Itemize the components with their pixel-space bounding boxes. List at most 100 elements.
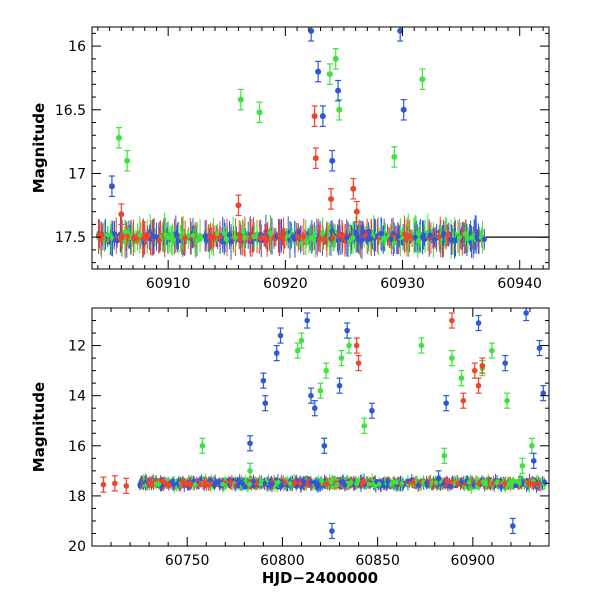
top-cluster-point [359,237,365,243]
bottom-cluster-point [334,482,340,487]
bottom-cluster-point [292,480,298,486]
bottom-cluster-point [525,481,531,487]
top-cluster-point [228,239,234,245]
top-cluster-point [322,236,328,243]
top-x-tick-label: 60910 [146,276,191,292]
top-cluster-point [232,234,238,241]
top-cluster-point [456,234,463,241]
bottom-point [329,528,335,534]
bottom-cluster-point [385,479,391,484]
top-cluster-point [464,235,471,242]
top-point [315,68,322,75]
bottom-point [449,355,455,361]
top-cluster-point [290,234,296,240]
top-x-tick-label: 60920 [263,276,308,292]
bottom-point [298,337,305,344]
bottom-cluster-point [301,478,307,484]
top-cluster-point [366,228,372,234]
top-cluster-point [388,236,394,242]
top-cluster-point [268,231,274,237]
bottom-cluster-point [235,483,241,489]
top-point [419,76,426,83]
bottom-point [458,375,465,381]
top-point [118,211,125,218]
bottom-cluster-point [319,478,325,484]
bottom-cluster-point [511,478,517,484]
bottom-cluster-point [275,479,281,485]
top-axes: 60910 60920 60930 60940 16 16.5 17 17.5 [55,27,549,292]
top-point [312,155,319,162]
top-cluster-point [330,242,337,248]
top-cluster-point [404,235,410,241]
bottom-point [441,453,448,459]
top-cluster-point [145,232,152,238]
bottom-point [294,347,301,354]
bottom-cluster-point [312,479,318,485]
top-cluster-point [251,233,257,240]
bottom-cluster-point [240,481,246,487]
bottom-cluster-point [410,480,416,485]
top-cluster-point [175,238,181,244]
bottom-point [323,367,330,374]
bottom-cluster-point [175,480,181,486]
bottom-point [489,347,495,354]
bottom-cluster-point [246,481,252,487]
bottom-point [418,342,425,349]
bottom-cluster-point [376,481,382,487]
bottom-cluster-point [328,479,334,485]
top-data-layer [95,27,549,260]
bottom-cluster-point [466,480,472,485]
top-point [400,106,407,113]
bottom-cluster-point [348,480,354,486]
bottom-cluster-point [236,479,242,485]
bottom-point [317,387,324,394]
bottom-cluster-point [340,479,346,484]
bottom-cluster-point [262,481,268,486]
top-point [319,113,326,120]
top-cluster-point [237,236,244,242]
bottom-cluster-point [154,481,159,487]
top-cluster-point [173,231,179,237]
top-point [124,157,131,164]
top-cluster-point [395,233,401,240]
bottom-point [247,440,253,447]
top-cluster-point [299,240,305,247]
bottom-point [262,400,269,407]
bottom-point [273,350,280,356]
bottom-point [435,475,442,482]
bottom-cluster-point [180,480,186,486]
bottom-cluster-point [399,481,405,487]
top-cluster-point [137,232,143,238]
bottom-point [475,320,482,326]
top-point [328,195,335,202]
bottom-cluster-point [415,483,421,488]
bottom-cluster-point [513,483,519,489]
top-point [237,96,244,103]
top-cluster-point [202,233,208,239]
top-cluster-point [436,234,442,240]
top-cluster-point [131,236,138,242]
bottom-cluster-point [192,482,198,487]
top-cluster-point [320,231,326,237]
top-cluster-point [294,233,300,240]
top-cluster-point [368,235,374,242]
bottom-cluster-point [171,482,177,487]
top-cluster-point [462,231,468,237]
bottom-cluster-point [361,479,367,485]
top-cluster-point [168,233,174,240]
top-point [115,134,122,141]
top-cluster-point [312,232,318,238]
top-y-tick-label: 16.5 [55,103,86,119]
top-cluster-point [162,232,169,238]
bottom-cluster-point [188,481,194,487]
top-points [95,27,549,260]
bottom-cluster-point [476,481,482,486]
bottom-point [502,360,509,366]
top-point [332,55,339,62]
bottom-point [344,327,350,334]
bottom-cluster-point [490,481,496,487]
top-cluster-point [156,237,162,244]
top-cluster-point [264,237,270,243]
bottom-cluster-point [162,480,167,485]
bottom-cluster-point [499,484,504,490]
